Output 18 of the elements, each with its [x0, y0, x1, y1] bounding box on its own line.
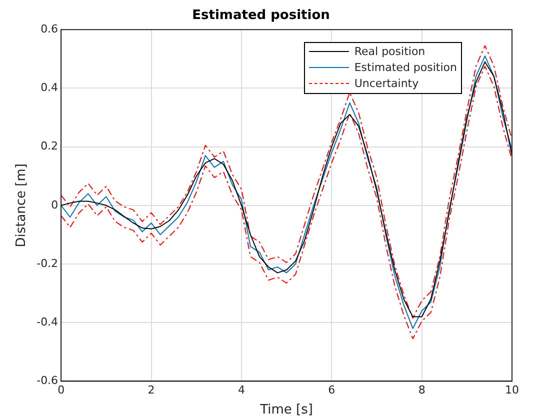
- y-tick-label: 0.4: [40, 81, 58, 94]
- y-tick-label: 0.6: [40, 22, 58, 36]
- y-tick-label: -0.6: [36, 374, 58, 388]
- x-tick-label: 8: [418, 384, 426, 397]
- x-tick-label: 2: [148, 384, 155, 397]
- chart-title: Estimated position: [192, 8, 330, 24]
- x-axis-title: Time [s]: [259, 402, 313, 418]
- y-tick-label: -0.2: [36, 256, 58, 270]
- legend-label: Estimated position: [354, 60, 457, 76]
- y-tick-label: 0: [51, 198, 58, 212]
- x-tick-label: 6: [328, 384, 336, 397]
- legend-label: Uncertainty: [354, 76, 419, 92]
- y-axis-title: Distance [m]: [14, 164, 30, 248]
- x-tick-label: 4: [238, 384, 245, 397]
- x-tick-label: 10: [505, 384, 519, 397]
- legend-label: Real position: [354, 44, 426, 60]
- y-tick-label: -0.4: [36, 315, 58, 328]
- y-tick-label: 0.2: [40, 140, 58, 153]
